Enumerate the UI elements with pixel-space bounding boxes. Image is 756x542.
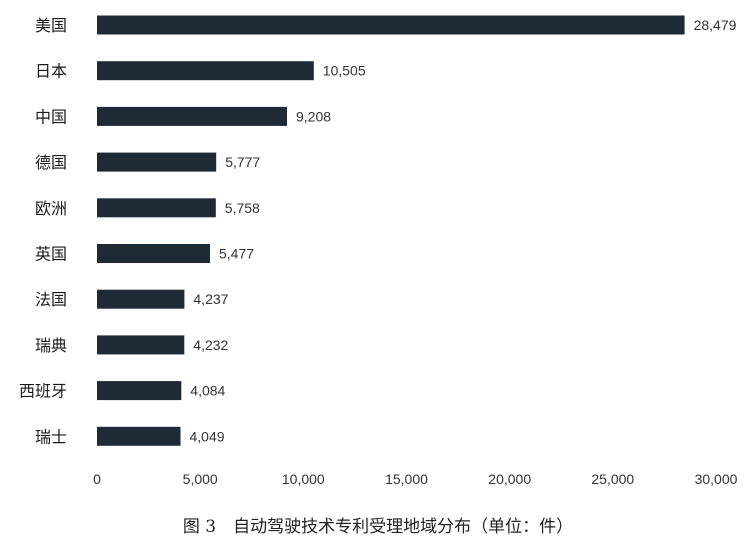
value-label: 4,232 [193,337,228,353]
bar-8 [97,381,182,401]
category-label: 欧洲 [35,199,67,218]
bar-6 [97,289,185,309]
category-label: 法国 [35,290,67,309]
category-label: 西班牙 [19,382,67,401]
value-label: 10,505 [323,63,366,79]
value-label: 5,477 [219,246,254,262]
value-label: 4,084 [190,383,225,399]
value-label: 5,777 [225,154,260,170]
x-tick-label: 30,000 [695,471,738,487]
category-label: 德国 [35,153,67,172]
value-label: 9,208 [296,108,331,124]
x-tick-label: 25,000 [591,471,634,487]
value-label: 4,049 [190,428,225,444]
x-tick-label: 10,000 [282,471,325,487]
x-tick-label: 20,000 [488,471,531,487]
bar-1 [97,61,314,81]
category-label: 中国 [35,107,67,126]
value-labels: 28,479 10,505 9,208 5,777 5,758 5,477 4,237 4,2… [190,17,737,444]
category-label: 瑞士 [35,427,67,446]
bars-layer [97,15,685,446]
value-label: 4,237 [193,291,228,307]
figure-caption: 图 3 自动驾驶技术专利受理地域分布（单位：件） [183,517,573,537]
category-label: 日本 [35,62,67,81]
value-label: 28,479 [694,17,737,33]
x-axis-tick-labels: 0 5,000 10,000 15,000 20,000 25,000 30,000 [93,471,738,487]
bar-2 [97,106,287,126]
bar-0 [97,15,685,35]
bar-3 [97,152,217,172]
bar-7 [97,335,185,355]
bar-9 [97,426,181,446]
x-tick-label: 15,000 [385,471,428,487]
bar-4 [97,198,216,218]
value-label: 5,758 [225,200,260,216]
bar-5 [97,244,210,263]
category-label: 英国 [35,245,67,264]
category-label: 瑞典 [35,336,67,355]
x-tick-label: 5,000 [183,471,218,487]
x-tick-label: 0 [93,471,101,487]
category-label: 美国 [35,16,67,35]
